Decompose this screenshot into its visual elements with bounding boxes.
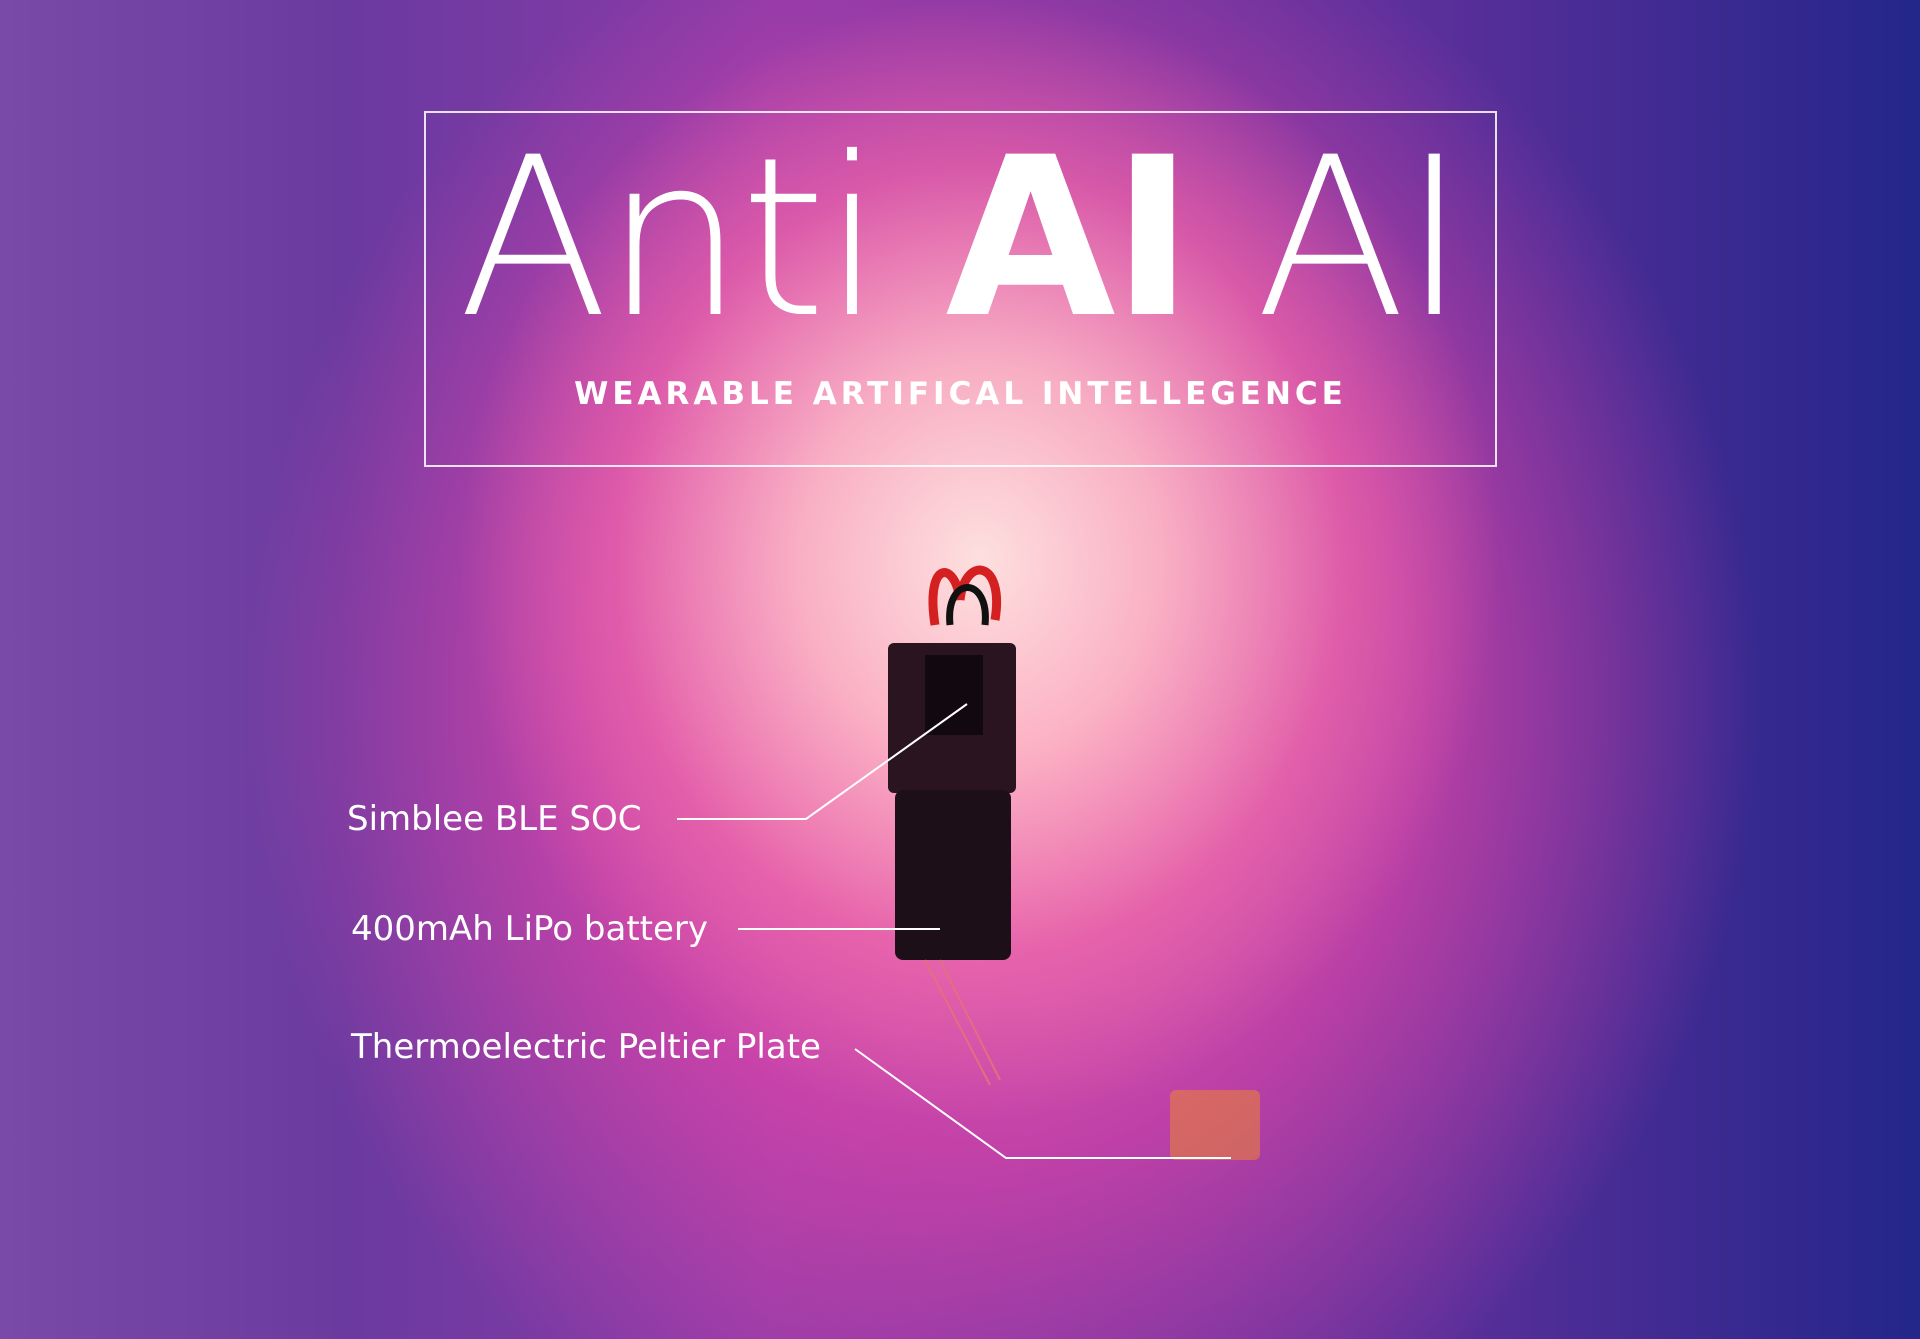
title-word: AI	[1255, 110, 1466, 366]
callout-line	[677, 703, 968, 820]
callout-label: Simblee BLE SOC	[347, 799, 642, 839]
title-word: Anti	[458, 110, 883, 366]
title: Anti AI AI	[424, 118, 1497, 358]
title-frame	[424, 111, 1497, 467]
callout-label: 400mAh LiPo battery	[351, 909, 709, 949]
subtitle: WEARABLE ARTIFICAL INTELLEGENCE	[574, 376, 1347, 412]
callout-line	[854, 1048, 1231, 1159]
title-word-bold: AI	[945, 110, 1193, 366]
callout-label: Thermoelectric Peltier Plate	[351, 1027, 821, 1067]
